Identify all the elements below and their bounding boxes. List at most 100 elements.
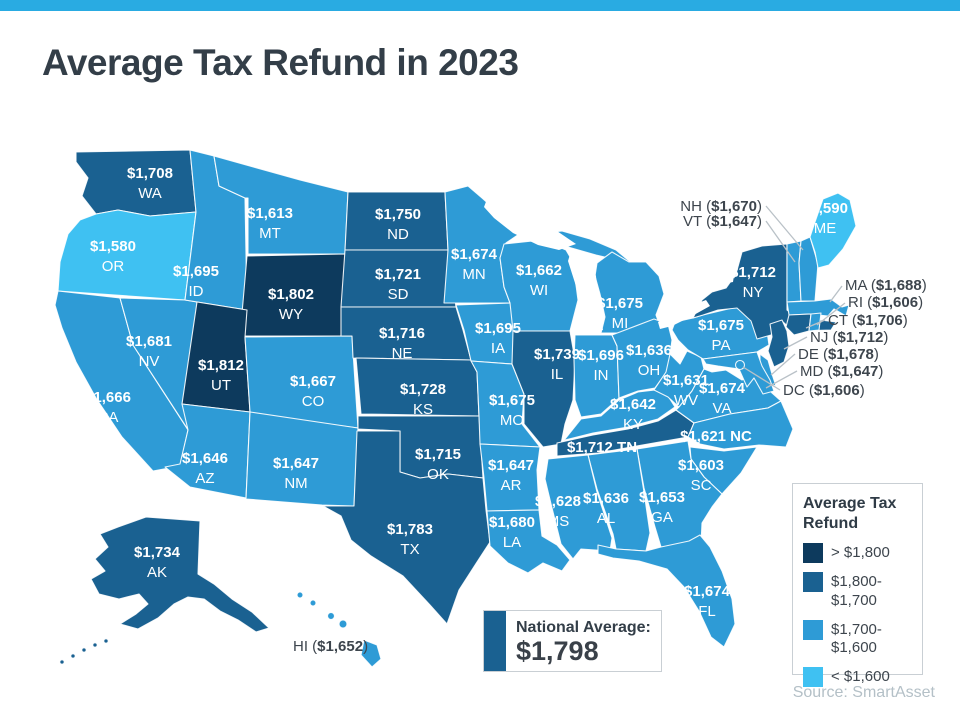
state-code-label-CA: CA	[98, 409, 119, 426]
state-OR	[57, 209, 197, 301]
legend-swatch-darkest	[803, 543, 823, 563]
state-RI	[808, 312, 822, 332]
state-value-label-UT: $1,812	[198, 357, 244, 374]
state-code-label-ND: ND	[387, 226, 409, 243]
leader-line-VT	[765, 220, 796, 263]
state-value-label-SC: $1,603	[678, 457, 724, 474]
state-code-label-OH: OH	[638, 362, 661, 379]
state-code-label-UT: UT	[211, 377, 231, 394]
callout-label-DE: DE ($1,678)	[798, 346, 879, 363]
callout-label-MA: MA ($1,688)	[845, 277, 927, 294]
state-value-label-ME: $1,590	[802, 200, 848, 217]
state-value-label-AK: $1,734	[134, 544, 181, 561]
state-code-label-WI: WI	[530, 282, 548, 299]
lake-superior	[484, 199, 576, 250]
state-code-label-FL: FL	[698, 603, 716, 620]
state-code-label-CO: CO	[302, 393, 325, 410]
state-value-label-NV: $1,681	[126, 333, 172, 350]
state-code-label-MI: MI	[612, 315, 629, 332]
state-code-label-IN: IN	[594, 367, 609, 384]
callout-label-MD: MD ($1,647)	[800, 363, 883, 380]
state-AK-island	[92, 642, 98, 648]
lake-huron	[640, 240, 700, 282]
state-value-label-AL: $1,636	[583, 490, 629, 507]
state-code-label-WA: WA	[138, 185, 162, 202]
state-code-label-ID: ID	[189, 283, 204, 300]
state-MD	[702, 351, 775, 395]
state-code-label-NM: NM	[284, 475, 307, 492]
state-code-label-OR: OR	[102, 258, 125, 275]
leader-line-NH	[765, 205, 804, 251]
state-value-label-MI: $1,675	[597, 295, 643, 312]
state-value-label-TX: $1,783	[387, 521, 433, 538]
state-value-label-CA: $1,666	[85, 389, 131, 406]
state-value-label-KY: $1,642	[610, 396, 656, 413]
state-AK-island	[81, 647, 87, 653]
callout-label-CT: CT ($1,706)	[828, 312, 908, 329]
state-value-label-NM: $1,647	[273, 455, 319, 472]
state-code-label-AZ: AZ	[195, 470, 214, 487]
state-code-label-MT: MT	[259, 225, 281, 242]
state-HI-island	[338, 619, 348, 629]
state-code-label-AL: AL	[597, 510, 615, 527]
state-HI-island	[326, 611, 336, 621]
national-average-box: National Average: $1,798	[483, 610, 662, 672]
state-value-label-ND: $1,750	[375, 206, 421, 223]
state-value-label-MN: $1,674	[451, 246, 498, 263]
legend-row-1: $1,800- $1,700	[803, 572, 914, 611]
state-value-label-WV: $1,631	[663, 372, 709, 389]
state-code-label-KS: KS	[413, 401, 433, 418]
national-average-accent-bar	[484, 611, 506, 671]
state-code-label-OK: OK	[427, 466, 449, 483]
state-ME	[809, 192, 857, 269]
callout-label-VT: VT ($1,647)	[683, 213, 762, 230]
leader-line-NJ	[783, 336, 808, 350]
state-value-label-WY: $1,802	[268, 286, 314, 303]
state-value-label-AZ: $1,646	[182, 450, 228, 467]
lake-michigan	[568, 251, 603, 332]
state-value-label-OR: $1,580	[90, 238, 136, 255]
state-NC	[687, 400, 794, 450]
state-code-label-MO: MO	[500, 412, 524, 429]
state-AK	[90, 516, 270, 633]
state-value-label-NY: $1,712	[730, 264, 776, 281]
state-code-label-ME: ME	[814, 220, 837, 237]
legend-swatch-dark	[803, 572, 823, 592]
state-value-label-AR: $1,647	[488, 457, 534, 474]
leader-line-MA	[829, 285, 843, 303]
state-code-label-AK: AK	[147, 564, 167, 581]
lake-erie	[658, 300, 710, 329]
state-value-label-WI: $1,662	[516, 262, 562, 279]
state-labels: $1,708 WA $1,580 OR $1,695 ID $1,613 MT $1,802 WY…	[85, 165, 927, 655]
state-HI	[360, 639, 382, 668]
state-code-label-SD: SD	[388, 286, 409, 303]
state-code-label-VA: VA	[713, 400, 732, 417]
state-value-label-WA: $1,708	[127, 165, 173, 182]
legend-swatch-medium	[803, 619, 823, 640]
state-shapes	[54, 149, 857, 668]
state-code-label-MS: MS	[547, 513, 570, 530]
callout-label-NJ: NJ ($1,712)	[810, 329, 888, 346]
state-code-label-MN: MN	[462, 266, 485, 283]
state-DC-marker	[734, 359, 746, 371]
state-NY	[692, 243, 837, 340]
state-value-label-VA: $1,674	[699, 380, 746, 397]
state-AK-island	[103, 638, 109, 644]
state-value-label-IL: $1,739	[534, 346, 580, 363]
state-value-label-IA: $1,695	[475, 320, 521, 337]
callout-label-HI: HI ($1,652)	[293, 638, 368, 655]
callout-label-NH: NH ($1,670)	[680, 198, 762, 215]
legend-row-2: $1,700- $1,600	[803, 619, 914, 659]
state-value-label-OH: $1,636	[626, 342, 672, 359]
state-value-label-IN: $1,696	[578, 347, 624, 364]
state-MS	[544, 454, 613, 560]
state-NJ	[767, 319, 790, 368]
state-code-label-NV: NV	[139, 353, 160, 370]
state-value-label-LA: $1,680	[489, 514, 535, 531]
state-value-label-FL: $1,674	[684, 583, 731, 600]
state-value-label-KS: $1,728	[400, 381, 446, 398]
state-LA	[486, 509, 571, 574]
legend-label-3: < $1,600	[831, 668, 890, 685]
state-value-label-MT: $1,613	[247, 205, 293, 222]
